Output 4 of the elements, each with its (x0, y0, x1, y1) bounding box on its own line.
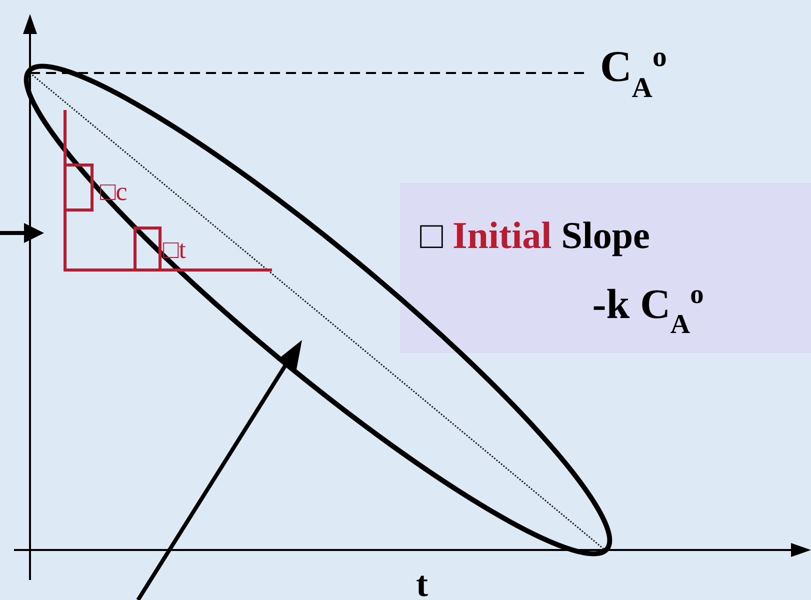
x-axis-title: t (416, 564, 428, 600)
annotation: □t (163, 235, 187, 264)
annotation: □c (100, 177, 128, 206)
annotation: □ Initial Slope (420, 215, 650, 257)
